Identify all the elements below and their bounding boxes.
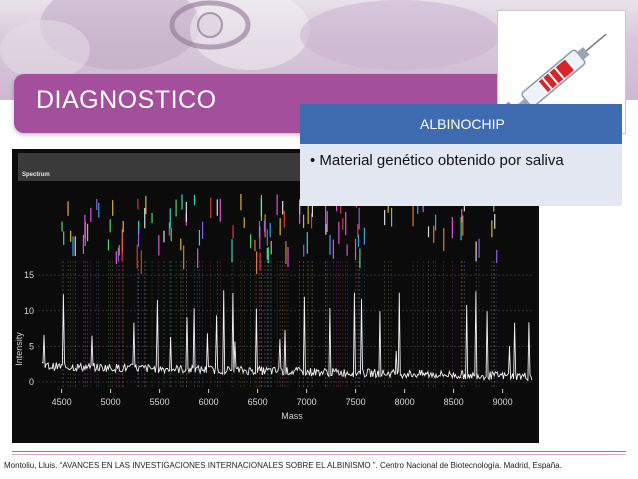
x-tick-label: 5500 [150, 397, 170, 407]
y-tick-label: 15 [24, 270, 34, 280]
slide-title: DIAGNOSTICO [36, 86, 217, 114]
x-tick-label: 7000 [297, 397, 317, 407]
table-header-label: ALBINOCHIP [420, 116, 505, 132]
spectrum-trace [41, 290, 533, 382]
x-tick-label: 9000 [493, 397, 513, 407]
table-row: • Material genético obtenido por saliva [310, 152, 564, 169]
x-tick-label: 5000 [101, 397, 121, 407]
x-tick-label: 6500 [248, 397, 268, 407]
y-axis-label: Intensity [14, 332, 24, 366]
x-tick-label: 7500 [346, 397, 366, 407]
citation-text: Montoliu, Lluis. “AVANCES EN LAS INVESTI… [4, 461, 562, 470]
footer-divider [12, 451, 626, 452]
y-tick-label: 5 [29, 341, 34, 351]
x-tick-label: 4500 [52, 397, 72, 407]
stethoscope-icon [169, 0, 251, 50]
table-header: ALBINOCHIP [300, 104, 622, 144]
x-tick-label: 8500 [444, 397, 464, 407]
x-axis-label: Mass [281, 411, 303, 421]
y-tick-label: 0 [29, 377, 34, 387]
x-tick-label: 6000 [199, 397, 219, 407]
table-body: • Material genético obtenido por saliva [300, 144, 622, 206]
spectrum-panel-title: Spectrum [22, 172, 50, 178]
x-tick-label: 8000 [395, 397, 415, 407]
footer-divider-thin [12, 454, 626, 455]
title-bar: DIAGNOSTICO [14, 74, 510, 133]
y-tick-label: 10 [24, 306, 34, 316]
